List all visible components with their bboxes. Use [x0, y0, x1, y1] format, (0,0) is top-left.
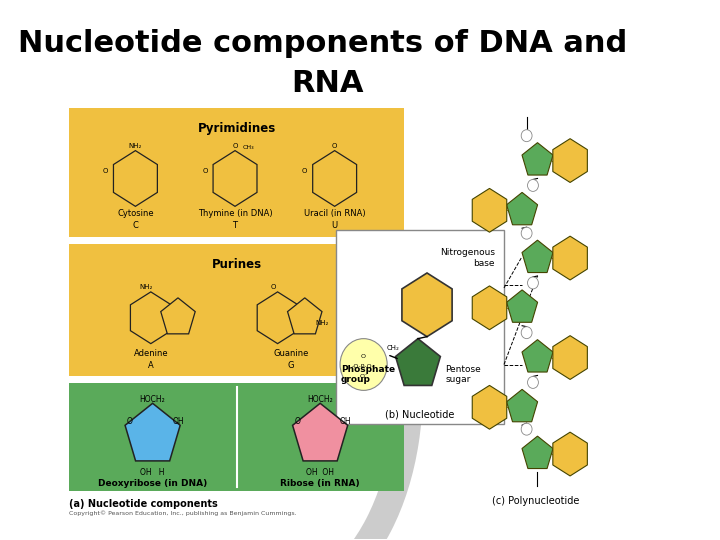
Text: Ribose (in RNA): Ribose (in RNA): [280, 479, 360, 488]
Polygon shape: [522, 143, 553, 175]
Circle shape: [528, 376, 539, 388]
Text: O: O: [332, 143, 338, 148]
Text: HOCH₂: HOCH₂: [307, 395, 333, 404]
Text: Pentose
sugar: Pentose sugar: [445, 364, 481, 384]
Text: O: O: [271, 284, 276, 290]
Circle shape: [521, 227, 532, 239]
Text: RNA: RNA: [291, 69, 364, 98]
Polygon shape: [522, 436, 553, 469]
Text: CH₃: CH₃: [242, 145, 254, 150]
Circle shape: [521, 327, 532, 339]
Polygon shape: [553, 432, 588, 476]
Text: NH₂: NH₂: [315, 320, 329, 326]
Text: Cytosine: Cytosine: [117, 210, 154, 218]
Text: OH: OH: [340, 417, 351, 426]
Text: CH₂: CH₂: [387, 345, 400, 350]
Polygon shape: [472, 286, 507, 330]
Text: Copyright© Pearson Education, Inc., publishing as Benjamin Cummings.: Copyright© Pearson Education, Inc., publ…: [69, 511, 297, 516]
Polygon shape: [472, 386, 507, 429]
Text: O⁻: O⁻: [359, 374, 368, 379]
Polygon shape: [287, 298, 322, 334]
Text: T: T: [233, 221, 238, 230]
Text: O: O: [233, 143, 238, 148]
Polygon shape: [522, 240, 553, 273]
Text: O: O: [127, 417, 132, 426]
Text: OH  OH: OH OH: [306, 468, 334, 477]
Polygon shape: [507, 192, 538, 225]
Text: Uracil (in RNA): Uracil (in RNA): [304, 210, 366, 218]
Text: U: U: [332, 221, 338, 230]
Circle shape: [528, 179, 539, 191]
Polygon shape: [553, 336, 588, 380]
Text: Phosphate
group: Phosphate group: [341, 364, 395, 384]
Text: O: O: [361, 354, 366, 359]
Text: Nucleotide components of DNA and: Nucleotide components of DNA and: [18, 29, 627, 58]
Text: Adenine: Adenine: [133, 349, 168, 357]
Circle shape: [521, 423, 532, 435]
Polygon shape: [553, 139, 588, 183]
Text: Pyrimidines: Pyrimidines: [198, 122, 276, 135]
Polygon shape: [522, 340, 553, 372]
Text: NH₂: NH₂: [140, 284, 153, 290]
Polygon shape: [125, 403, 180, 461]
Text: Purines: Purines: [212, 258, 262, 271]
Bar: [69, 244, 405, 376]
Polygon shape: [130, 292, 171, 343]
Circle shape: [340, 339, 387, 390]
Text: O: O: [103, 167, 108, 173]
Bar: [336, 230, 504, 424]
Circle shape: [528, 277, 539, 289]
Text: G: G: [288, 361, 294, 369]
Text: Guanine: Guanine: [274, 349, 309, 357]
Polygon shape: [312, 151, 356, 206]
Polygon shape: [395, 339, 441, 386]
Text: (a) Nucleotide components: (a) Nucleotide components: [69, 499, 218, 509]
Text: Deoxyribose (in DNA): Deoxyribose (in DNA): [98, 479, 207, 488]
Polygon shape: [507, 389, 538, 422]
Text: Thymine (in DNA): Thymine (in DNA): [198, 210, 272, 218]
Text: O: O: [202, 167, 208, 173]
Polygon shape: [507, 290, 538, 322]
Polygon shape: [292, 403, 348, 461]
Text: -O-P-O-: -O-P-O-: [352, 364, 375, 369]
Polygon shape: [213, 151, 257, 206]
Text: A: A: [148, 361, 153, 369]
Polygon shape: [161, 298, 195, 334]
Bar: [69, 383, 405, 491]
Text: C: C: [132, 221, 138, 230]
Text: Nitrogenous
base: Nitrogenous base: [440, 248, 495, 267]
Text: O: O: [294, 417, 300, 426]
Text: HOCH₂: HOCH₂: [140, 395, 166, 404]
Polygon shape: [402, 273, 452, 336]
Text: NH₂: NH₂: [129, 143, 142, 148]
Text: O: O: [302, 167, 307, 173]
Circle shape: [521, 130, 532, 141]
Text: OH: OH: [173, 417, 184, 426]
Polygon shape: [472, 188, 507, 232]
Polygon shape: [553, 236, 588, 280]
Text: (c) Polynucleotide: (c) Polynucleotide: [492, 496, 580, 506]
Polygon shape: [257, 292, 298, 343]
Text: (b) Nucleotide: (b) Nucleotide: [385, 409, 454, 419]
Text: OH   H: OH H: [140, 468, 165, 477]
Bar: [69, 108, 405, 237]
Polygon shape: [114, 151, 158, 206]
